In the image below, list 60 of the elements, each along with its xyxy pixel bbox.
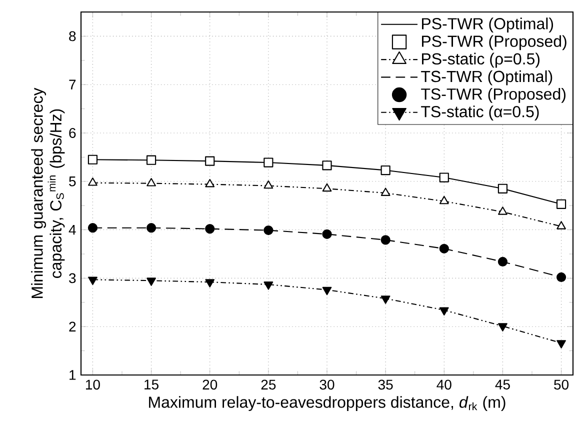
y-tick-label: 3 xyxy=(69,273,76,284)
x-tick-label: 30 xyxy=(320,380,334,390)
y-tick-label: 8 xyxy=(69,31,76,42)
point xyxy=(146,155,156,165)
point xyxy=(146,178,156,186)
point xyxy=(498,323,508,332)
point xyxy=(380,165,390,176)
y-tick-label: 2 xyxy=(69,322,76,332)
point xyxy=(556,221,566,230)
legend-label: PS-TWR (Proposed) xyxy=(422,35,566,50)
point xyxy=(498,184,508,194)
point xyxy=(88,154,98,164)
point xyxy=(439,196,449,204)
point xyxy=(380,188,390,196)
point xyxy=(380,235,390,245)
point xyxy=(498,206,508,215)
x-tick-label: 50 xyxy=(554,380,569,390)
point xyxy=(205,224,215,234)
point xyxy=(556,272,566,282)
y-tick-label: 1 xyxy=(70,370,76,380)
point xyxy=(205,156,215,166)
point xyxy=(439,172,449,182)
point xyxy=(322,229,332,239)
point xyxy=(264,225,274,236)
point xyxy=(264,180,274,189)
y-tick-label: 5 xyxy=(69,176,76,186)
x-tick-label: 20 xyxy=(202,380,218,390)
legend-label: PS-TWR (Optimal) xyxy=(422,18,554,33)
legend-label: TS-static (α=0.5) xyxy=(421,106,539,120)
point xyxy=(322,183,332,192)
point xyxy=(556,340,566,348)
point xyxy=(205,279,215,288)
legend-label: TS-TWR (Optimal) xyxy=(421,70,552,86)
point xyxy=(439,244,449,254)
point xyxy=(88,178,98,186)
point xyxy=(205,178,215,188)
point xyxy=(439,307,449,316)
x-tick-label: 10 xyxy=(86,380,100,390)
point xyxy=(556,199,566,209)
point xyxy=(322,160,332,170)
point xyxy=(146,223,156,233)
x-tick-label: 15 xyxy=(144,380,158,390)
point xyxy=(264,282,274,290)
y-tick-label: 6 xyxy=(69,128,76,138)
legend-label: PS-static (ρ=0.5) xyxy=(422,52,540,68)
legend-label: TS-TWR (Proposed) xyxy=(421,88,566,103)
x-tick-label: 45 xyxy=(495,380,510,390)
y-tick-label: 4 xyxy=(68,224,76,235)
x-tick-label: 40 xyxy=(436,380,452,390)
x-axis-title: Maximum relay-to-eavesdroppers distance, d$_{rk}$ (m) xyxy=(149,396,506,412)
point xyxy=(88,223,98,233)
point xyxy=(322,286,332,296)
point xyxy=(380,296,390,304)
x-tick-label: 35 xyxy=(378,380,393,390)
point xyxy=(146,278,156,286)
x-tick-label: 25 xyxy=(261,380,276,390)
point xyxy=(264,158,274,168)
point xyxy=(88,276,98,285)
y-tick-label: 7 xyxy=(69,80,76,90)
point xyxy=(498,256,508,267)
